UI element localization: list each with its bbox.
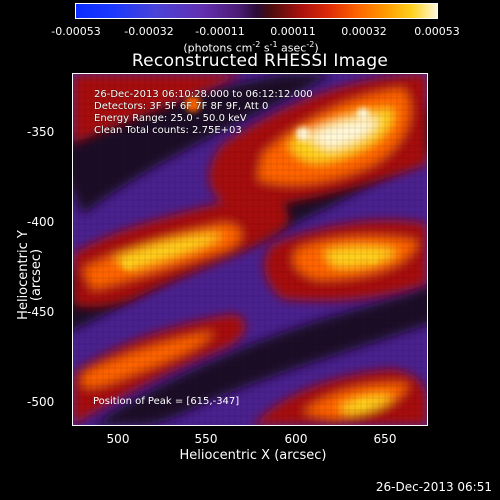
footer-timestamp: 26-Dec-2013 06:51	[375, 480, 492, 494]
detectors-text: Detectors: 3F 5F 6F 7F 8F 9F, Att 0	[94, 101, 269, 112]
units-text: asec	[277, 41, 307, 55]
colorbar-tick: 0.00053	[414, 25, 460, 38]
y-tick-label: -400	[27, 215, 55, 229]
colorbar-units: (photons cm-2 s-1 asec-2)	[181, 39, 321, 54]
colorbar-tick: -0.00032	[124, 25, 174, 38]
colorbar	[75, 3, 438, 19]
plot-title: Reconstructed RHESSI Image	[131, 51, 389, 71]
peak-position-text: Position of Peak = [615,-347]	[93, 396, 240, 407]
x-tick-label: 650	[373, 432, 397, 446]
y-axis-label: Heliocentric Y (arcsec)	[16, 230, 44, 320]
y-tick-label: -350	[27, 125, 55, 139]
image-plot-area	[72, 73, 428, 426]
y-tick-label: -500	[27, 395, 55, 409]
y-tick-label: -450	[27, 305, 55, 319]
units-text: (photons cm	[183, 41, 253, 55]
pixel-grid	[73, 74, 427, 425]
energy-range-text: Energy Range: 25.0 - 50.0 keV	[94, 113, 247, 124]
x-axis-label: Heliocentric X (arcsec)	[179, 448, 327, 463]
units-exponent: -1	[269, 40, 278, 49]
colorbar-tick: -0.00053	[51, 25, 101, 38]
colorbar-tick: -0.00011	[195, 25, 245, 38]
rhessi-image	[73, 74, 427, 425]
image-info-block: 26-Dec-2013 06:10:28.000 to 06:12:12.000…	[94, 90, 313, 138]
colorbar-tick: 0.00011	[270, 25, 316, 38]
units-text: )	[314, 41, 319, 55]
clean-counts-text: Clean Total counts: 2.75E+03	[94, 125, 242, 136]
units-exponent: -2	[306, 40, 315, 49]
x-tick-label: 550	[194, 432, 218, 446]
units-text: s	[260, 41, 270, 55]
time-range-text: 26-Dec-2013 06:10:28.000 to 06:12:12.000	[94, 89, 313, 100]
units-exponent: -2	[252, 40, 261, 49]
colorbar-tick: 0.00032	[341, 25, 387, 38]
x-tick-label: 500	[106, 432, 130, 446]
x-tick-label: 600	[284, 432, 308, 446]
